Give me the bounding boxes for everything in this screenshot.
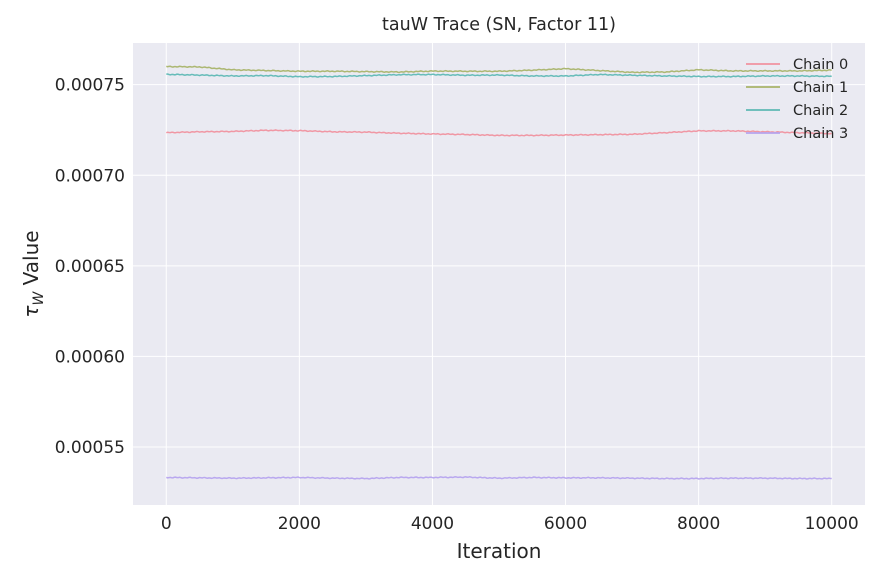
plot-background (133, 43, 865, 505)
chart-title: tauW Trace (SN, Factor 11) (382, 15, 616, 35)
series-line-1 (166, 65, 832, 74)
y-axis-label: τW Value (19, 230, 47, 317)
y-tick-label: 0.00075 (55, 76, 125, 96)
x-tick-labels: 0 2000 4000 6000 8000 10000 (161, 514, 859, 534)
y-tick-labels: 0.00055 0.00060 0.00065 0.00070 0.00075 (55, 76, 125, 458)
x-axis-label: Iteration (457, 539, 542, 563)
series-line-3 (166, 475, 832, 480)
legend-label: Chain 1 (793, 80, 848, 96)
x-tick-label: 6000 (544, 514, 587, 534)
y-axis-label-subscript: W (31, 291, 47, 306)
x-tick-label: 10000 (805, 514, 859, 534)
x-tick-label: 8000 (677, 514, 720, 534)
y-tick-label: 0.00070 (55, 166, 125, 186)
y-tick-label: 0.00065 (55, 257, 125, 277)
series-line-2 (166, 73, 832, 78)
x-tick-label: 4000 (411, 514, 454, 534)
legend-label: Chain 0 (793, 57, 848, 73)
legend: Chain 0 Chain 1 Chain 2 Chain 3 (746, 57, 848, 142)
x-tick-label: 0 (161, 514, 172, 534)
y-axis-label-symbol: τ (19, 305, 43, 318)
grid (133, 43, 865, 505)
legend-label: Chain 3 (793, 126, 848, 142)
series-line-0 (166, 129, 832, 137)
y-tick-label: 0.00060 (55, 347, 125, 367)
y-axis-label-text: Value (19, 230, 43, 291)
series-lines (166, 65, 832, 480)
y-tick-label: 0.00055 (55, 438, 125, 458)
x-tick-label: 2000 (278, 514, 321, 534)
legend-label: Chain 2 (793, 103, 848, 119)
